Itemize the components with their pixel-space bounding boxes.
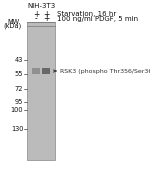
Bar [32,68,41,74]
Text: (kDa): (kDa) [4,23,22,29]
Text: Starvation, 16 hr: Starvation, 16 hr [57,11,117,17]
Text: 55: 55 [15,71,23,77]
Text: 100: 100 [11,107,23,113]
Text: +: + [43,10,49,19]
Text: 95: 95 [15,99,23,105]
Text: NIH-3T3: NIH-3T3 [27,2,55,9]
Text: -: - [35,14,38,23]
Text: RSK3 (phospho Thr356/Ser360): RSK3 (phospho Thr356/Ser360) [60,68,150,73]
Text: +: + [43,14,49,23]
Text: 72: 72 [15,86,23,92]
Text: +: + [33,10,39,19]
Text: MW: MW [7,19,19,25]
Text: 43: 43 [15,57,23,63]
Bar [27,22,55,160]
Bar [42,68,50,74]
Text: 130: 130 [11,126,23,132]
Text: 100 ng/ml PDGF, 5 min: 100 ng/ml PDGF, 5 min [57,16,138,22]
